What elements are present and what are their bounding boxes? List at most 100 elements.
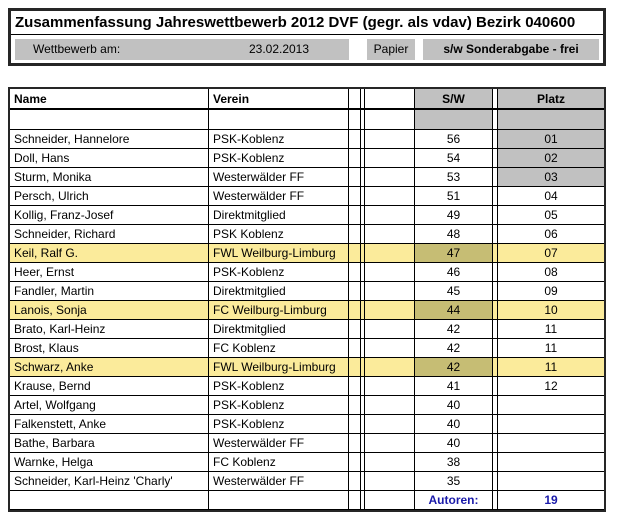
spacer-cell [349,491,361,510]
spacer-cell [349,339,361,358]
spacer-cell [349,130,361,149]
cell-verein: Direktmitglied [209,320,349,339]
spacer-cell [209,110,349,130]
table-row: Persch, Ulrich Westerwälder FF 51 04 [10,187,604,206]
cell-platz [498,434,604,453]
spacer-cell [349,396,361,415]
column-divider [493,320,498,339]
spacer-cell [209,491,349,510]
table-row: Fandler, Martin Direktmitglied 45 09 [10,282,604,301]
cell-platz: 11 [498,339,604,358]
cell-platz: 06 [498,225,604,244]
column-divider [493,472,498,491]
spacer-cell [349,472,361,491]
table-row: Warnke, Helga FC Koblenz 38 [10,453,604,472]
results-table: Name Verein S/W Platz Schneide [8,87,606,512]
cell-name: Lanois, Sonja [10,301,209,320]
table-row: Schwarz, Anke FWL Weilburg-Limburg 42 11 [10,358,604,377]
spacer-cell [365,282,415,301]
authors-count: 19 [498,491,604,510]
cell-verein: PSK-Koblenz [209,415,349,434]
spacer-cell [10,491,209,510]
category-cell: s/w Sonderabgabe - frei [423,39,599,60]
cell-platz [498,396,604,415]
spacer-cell [365,491,415,510]
cell-platz: 11 [498,358,604,377]
cell-verein: PSK-Koblenz [209,377,349,396]
report-title: Zusammenfassung Jahreswettbewerb 2012 DV… [11,11,603,35]
spacer-cell [349,434,361,453]
spacer-cell [365,149,415,168]
column-header-platz: Platz [498,89,604,110]
competition-date-value: 23.02.2013 [248,42,310,56]
column-divider [493,168,498,187]
table-row: Bathe, Barbara Westerwälder FF 40 [10,434,604,453]
spacer-cell [365,168,415,187]
cell-sw-score: 56 [415,130,493,149]
column-divider [361,472,365,491]
table-row: Artel, Wolfgang PSK-Koblenz 40 [10,396,604,415]
column-divider [493,130,498,149]
spacer-cell [349,301,361,320]
cell-sw-score: 44 [415,301,493,320]
cell-platz: 03 [498,168,604,187]
column-divider [493,244,498,263]
report-header: Zusammenfassung Jahreswettbewerb 2012 DV… [8,8,606,66]
cell-name: Persch, Ulrich [10,187,209,206]
cell-sw-score: 48 [415,225,493,244]
cell-platz: 10 [498,301,604,320]
spacer-cell [415,110,493,130]
header-row: Name Verein S/W Platz [10,89,604,110]
spacer-cell [365,339,415,358]
spacer-cell [365,89,415,110]
cell-name: Falkenstett, Anke [10,415,209,434]
spacer-cell [349,263,361,282]
column-divider [361,149,365,168]
cell-sw-score: 40 [415,434,493,453]
cell-name: Bathe, Barbara [10,434,209,453]
column-divider [493,358,498,377]
column-divider [493,434,498,453]
column-divider [493,149,498,168]
cell-verein: FC Weilburg-Limburg [209,301,349,320]
blank-row [10,110,604,130]
cell-platz: 11 [498,320,604,339]
column-divider [493,415,498,434]
table-row: Sturm, Monika Westerwälder FF 53 03 [10,168,604,187]
info-bar: Wettbewerb am: 23.02.2013 Papier s/w Son… [15,39,599,60]
cell-sw-score: 40 [415,415,493,434]
info-bar-gap [349,39,367,60]
cell-sw-score: 41 [415,377,493,396]
cell-verein: FWL Weilburg-Limburg [209,244,349,263]
column-divider [493,491,498,510]
column-divider [361,358,365,377]
column-divider [361,434,365,453]
column-header-verein: Verein [209,89,349,110]
spacer-cell [349,282,361,301]
column-header-sw: S/W [415,89,493,110]
column-divider [493,89,498,110]
spacer-cell [365,206,415,225]
spacer-cell [365,453,415,472]
column-divider [493,187,498,206]
spacer-cell [349,149,361,168]
cell-sw-score: 38 [415,453,493,472]
cell-verein: FWL Weilburg-Limburg [209,358,349,377]
cell-sw-score: 54 [415,149,493,168]
medium-cell: Papier [367,39,415,60]
cell-verein: Westerwälder FF [209,434,349,453]
spacer-cell [349,415,361,434]
cell-platz [498,472,604,491]
column-divider [493,396,498,415]
cell-name: Sturm, Monika [10,168,209,187]
authors-total-row: Autoren: 19 [10,491,604,510]
cell-name: Schneider, Hannelore [10,130,209,149]
spacer-cell [365,320,415,339]
results-table-body: Schneider, Hannelore PSK-Koblenz 56 01 D… [10,130,604,491]
column-divider [361,187,365,206]
column-divider [493,339,498,358]
column-divider [493,263,498,282]
cell-verein: FC Koblenz [209,339,349,358]
competition-date-label: Wettbewerb am: [33,42,121,56]
cell-verein: Westerwälder FF [209,472,349,491]
